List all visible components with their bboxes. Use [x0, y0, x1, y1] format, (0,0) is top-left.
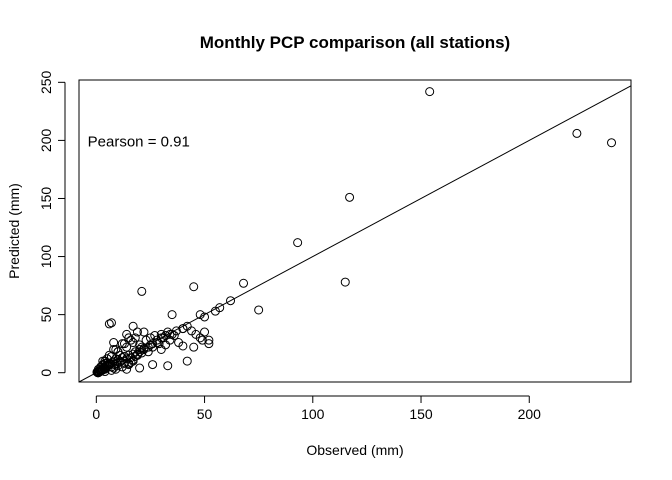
data-point: [135, 340, 145, 350]
data-point: [100, 356, 110, 366]
data-point: [178, 341, 188, 351]
data-point: [98, 356, 108, 366]
data-point: [572, 128, 582, 138]
data-point: [109, 338, 119, 348]
plot-border: [78, 79, 632, 383]
data-point: [119, 339, 129, 349]
data-point: [113, 347, 123, 357]
data-point: [215, 303, 225, 313]
data-point: [106, 351, 116, 361]
data-point: [122, 329, 132, 339]
data-point: [128, 321, 138, 331]
y-tick-label: 50: [38, 307, 54, 323]
plot-area: Pearson = 0.91: [78, 79, 632, 383]
data-point: [106, 318, 116, 328]
data-point: [137, 342, 147, 352]
x-axis-label: Observed (mm): [306, 442, 403, 458]
chart-title: Monthly PCP comparison (all stations): [200, 33, 510, 52]
data-point: [128, 356, 138, 366]
data-point: [122, 364, 132, 374]
data-point: [163, 361, 173, 371]
data-point: [169, 331, 179, 341]
data-point: [148, 360, 158, 370]
data-point: [189, 282, 199, 292]
data-point: [200, 327, 210, 337]
data-point: [115, 356, 125, 366]
y-tick-label: 0: [38, 369, 54, 377]
data-point: [109, 363, 119, 373]
data-point: [340, 277, 350, 287]
data-point: [145, 333, 155, 343]
data-point: [128, 338, 138, 348]
data-point: [126, 357, 136, 367]
data-point: [113, 361, 123, 371]
data-point: [119, 358, 129, 368]
y-tick-label: 100: [38, 245, 54, 269]
fit-line: [78, 85, 632, 383]
data-point: [111, 344, 121, 354]
x-tick-label: 150: [409, 406, 433, 422]
data-point: [139, 327, 149, 337]
data-point: [607, 138, 617, 148]
data-point: [182, 356, 192, 366]
data-point: [195, 333, 205, 343]
data-point: [137, 286, 147, 296]
data-point: [135, 363, 145, 373]
data-point: [109, 344, 119, 354]
data-point: [345, 192, 355, 202]
data-point: [254, 305, 264, 315]
x-tick-label: 100: [301, 406, 325, 422]
y-axis: 0 50 100 150 200 250: [38, 70, 66, 377]
x-tick-label: 0: [92, 406, 100, 422]
data-point: [104, 319, 114, 329]
data-point: [171, 326, 181, 336]
x-axis: 0 50 100 150 200: [92, 395, 542, 422]
data-point: [104, 350, 114, 360]
data-point: [239, 278, 249, 288]
data-point: [167, 310, 177, 320]
data-point: [293, 238, 303, 248]
data-point: [189, 342, 199, 352]
y-axis-label: Predicted (mm): [6, 183, 22, 279]
x-tick-label: 200: [518, 406, 542, 422]
data-point: [145, 340, 155, 350]
data-point: [124, 358, 134, 368]
data-point: [130, 333, 140, 343]
data-point: [132, 327, 142, 337]
data-point: [425, 87, 435, 97]
data-point: [93, 368, 103, 378]
y-tick-label: 200: [38, 129, 54, 153]
data-point: [197, 335, 207, 345]
data-points: [92, 87, 617, 378]
data-point: [150, 331, 160, 341]
data-point: [226, 296, 236, 306]
pearson-annotation: Pearson = 0.91: [88, 134, 190, 151]
data-point: [204, 335, 214, 345]
x-tick-label: 50: [197, 406, 213, 422]
data-point: [106, 365, 116, 375]
y-tick-label: 150: [38, 187, 54, 211]
data-point: [128, 349, 138, 359]
y-tick-label: 250: [38, 70, 54, 94]
